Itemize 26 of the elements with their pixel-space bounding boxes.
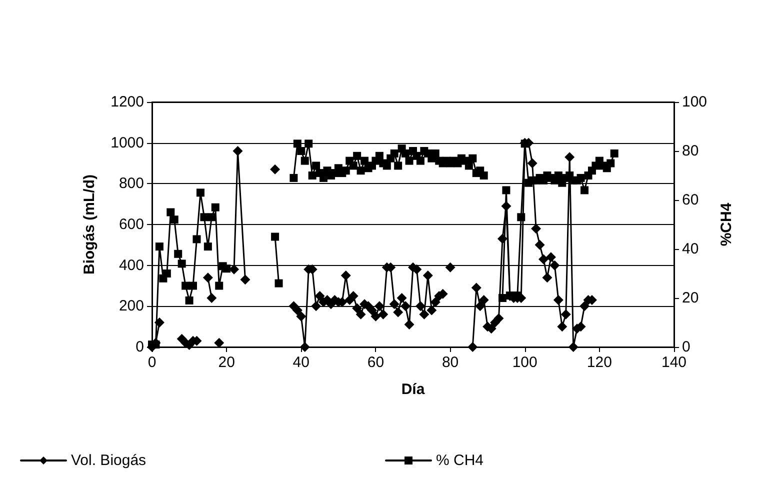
y2-tick-label: 0 xyxy=(682,338,690,356)
y2-axis-title: %CH4 xyxy=(718,202,735,246)
y2-tick-label: 40 xyxy=(682,240,699,258)
y2-tick-label: 20 xyxy=(682,290,699,306)
legend-label: % CH4 xyxy=(436,452,484,469)
x-tick-label: 100 xyxy=(512,354,538,371)
y-tick-label: 0 xyxy=(136,338,144,356)
x-tick-label: 40 xyxy=(292,354,310,371)
x-axis-title: Día xyxy=(401,381,426,398)
x-tick-label: 60 xyxy=(367,354,384,371)
x-tick-label: 80 xyxy=(442,354,459,371)
x-tick-label: 140 xyxy=(661,354,687,371)
y-tick-label: 200 xyxy=(118,298,144,315)
y2-tick-label: 60 xyxy=(682,192,699,208)
y-tick-label: 400 xyxy=(118,256,144,274)
y2-tick-label: 80 xyxy=(682,142,699,160)
y-tick-label: 600 xyxy=(118,216,144,233)
y-tick-label: 800 xyxy=(118,175,144,192)
y-axis-title: Biogás (mL/d) xyxy=(81,174,98,274)
x-tick-label: 0 xyxy=(148,354,156,371)
y-tick-label: 1200 xyxy=(110,94,144,110)
y-tick-label: 1000 xyxy=(110,134,144,152)
x-tick-label: 20 xyxy=(218,354,235,371)
legend-label: Vol. Biogás xyxy=(71,452,146,469)
y2-tick-label: 100 xyxy=(682,94,708,110)
x-tick-label: 120 xyxy=(586,354,612,371)
